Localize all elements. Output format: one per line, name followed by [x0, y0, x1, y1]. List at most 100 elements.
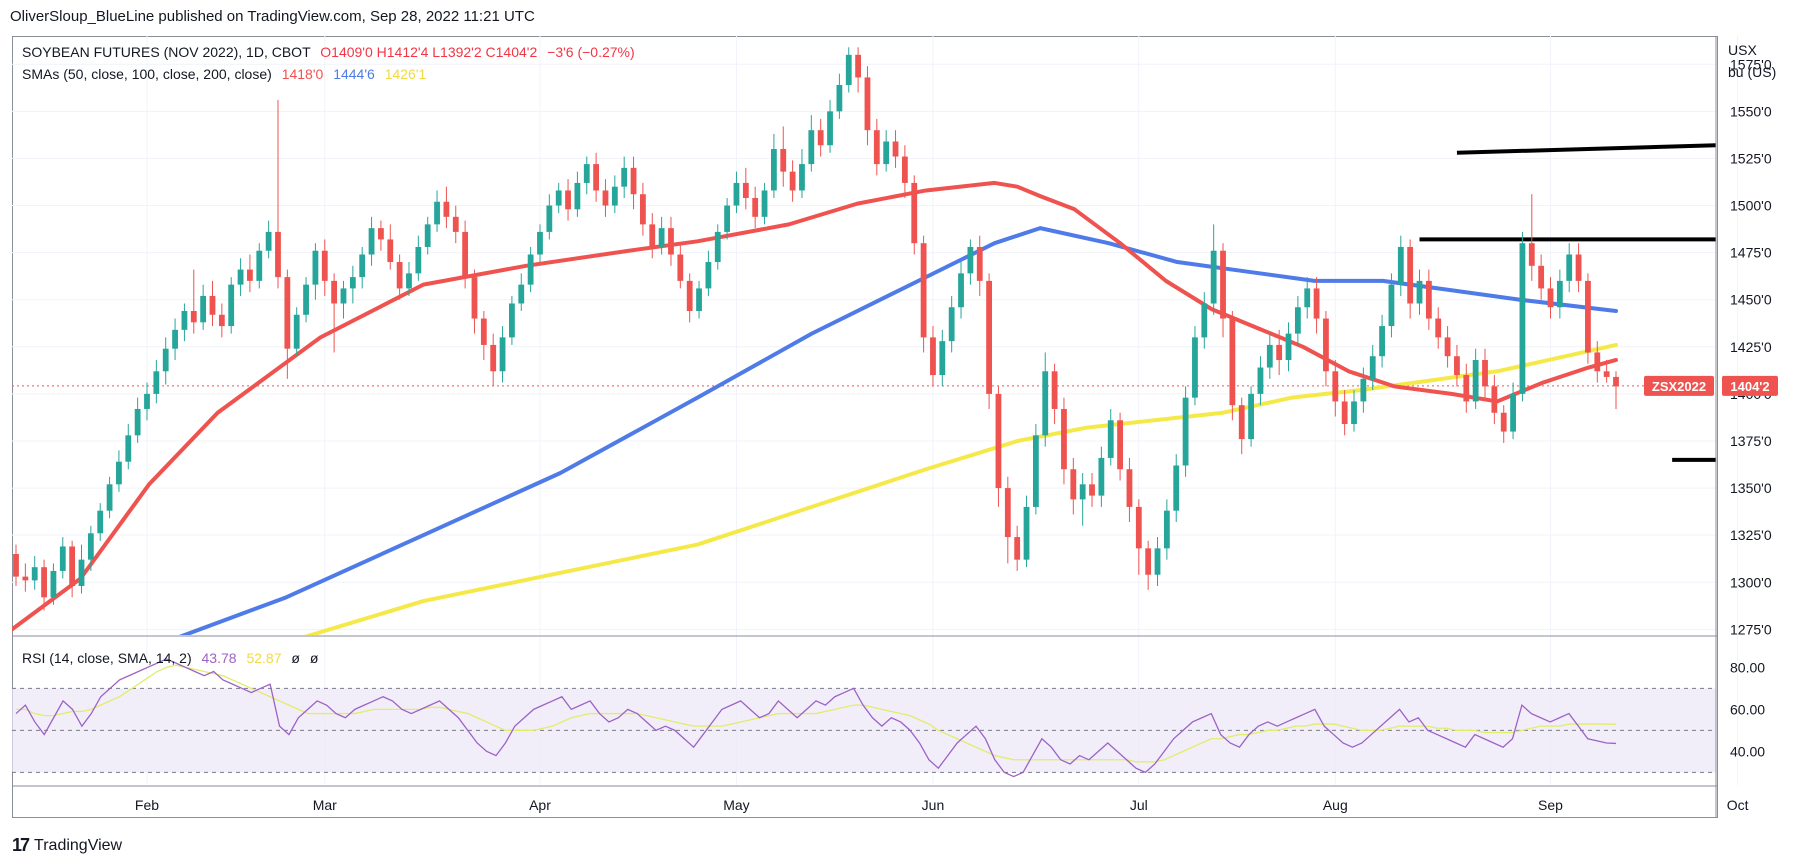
- candle-body: [153, 371, 160, 394]
- candle-body: [1369, 356, 1376, 379]
- candle-body: [527, 254, 534, 285]
- axes: 1575'0 1550'0 1525'0 1500'0 1475'0 1450'0 1425…: [12, 36, 1778, 818]
- candle-body: [1070, 469, 1077, 500]
- candle-body: [172, 329, 178, 349]
- candle-body: [958, 273, 964, 308]
- candle-body: [452, 216, 459, 232]
- candle-body: [200, 295, 207, 323]
- candle-body: [69, 546, 76, 587]
- candle-body: [883, 141, 890, 165]
- candle-body: [1173, 465, 1180, 511]
- candle-body: [181, 311, 188, 330]
- candle-body: [1388, 284, 1395, 327]
- candle-body: [1407, 246, 1414, 304]
- candle-body: [1061, 408, 1067, 470]
- month-tick-label: Sep: [1538, 797, 1563, 813]
- candle-body: [911, 182, 918, 244]
- candle-body: [930, 337, 936, 376]
- candle-body: [640, 194, 646, 225]
- candle-body: [948, 307, 955, 342]
- candle-body: [668, 228, 674, 255]
- candle-body: [1482, 359, 1488, 387]
- candle-body: [1360, 378, 1367, 402]
- candle-body: [97, 510, 104, 534]
- candle-body: [799, 164, 805, 191]
- candle-body: [1575, 254, 1582, 281]
- sma-lines: [12, 180, 1618, 635]
- candle-body: [1510, 393, 1516, 432]
- rsi-ma-line: [16, 664, 1617, 763]
- candle-body: [565, 190, 571, 210]
- month-tick-label: May: [723, 797, 749, 813]
- candle-body: [1491, 386, 1498, 413]
- publisher-line: OliverSloup_BlueLine published on Tradin…: [10, 8, 535, 25]
- chart-frame: [12, 36, 1718, 818]
- candle-body: [125, 435, 132, 462]
- candle-body: [1379, 326, 1385, 357]
- candle-body: [1594, 352, 1601, 372]
- candle-body: [1528, 243, 1535, 266]
- candle-body: [986, 280, 992, 394]
- candle-body: [293, 314, 300, 349]
- candle-body: [247, 269, 253, 281]
- candle-body: [1425, 280, 1432, 319]
- candle-body: [256, 250, 263, 281]
- legend-rsi-lower: ø: [309, 650, 319, 666]
- legend-rsi-upper: ø: [291, 650, 300, 666]
- legend-rsi: RSI (14, close, SMA, 14, 2) 43.78 52.87 …: [22, 650, 318, 666]
- candle-body: [1397, 246, 1404, 285]
- candle-body: [658, 228, 665, 247]
- candle-body: [1416, 280, 1423, 304]
- candle-body: [1341, 401, 1348, 425]
- candle-body: [686, 280, 693, 312]
- price-tick-label: 1525'0: [1730, 150, 1772, 166]
- candles: [13, 47, 1619, 611]
- candle-body: [630, 167, 637, 195]
- candle-body: [555, 190, 562, 206]
- price-tick-label: 1300'0: [1730, 574, 1772, 590]
- candle-body: [106, 484, 113, 511]
- legend-ohlc: O1409'0 H1412'4 L1392'2 C1404'2: [320, 44, 538, 60]
- candle-body: [761, 190, 768, 217]
- sma50-line: [12, 180, 1618, 632]
- candle-body: [509, 303, 515, 338]
- candle-body: [1079, 484, 1086, 500]
- month-tick-label: Oct: [1727, 797, 1749, 813]
- legend-sma50: 1418'0: [281, 66, 324, 82]
- candle-body: [864, 77, 871, 131]
- candle-body: [415, 246, 422, 274]
- candle-body: [1023, 506, 1030, 560]
- candle-body: [499, 337, 506, 372]
- candle-body: [1032, 435, 1039, 507]
- candle-body: [1304, 288, 1311, 308]
- candle-body: [518, 284, 525, 304]
- candle-body: [321, 250, 328, 281]
- candle-body: [284, 277, 291, 349]
- candle-body: [1547, 288, 1554, 308]
- candle-body: [602, 190, 609, 206]
- candle-body: [1117, 420, 1123, 470]
- price-tick-label: 1375'0: [1730, 433, 1772, 449]
- candle-body: [705, 262, 712, 289]
- candle-body: [265, 231, 272, 251]
- legend-sma100: 1444'6: [333, 66, 375, 82]
- candle-body: [134, 408, 141, 436]
- rsi-tick-label: 40.00: [1730, 743, 1765, 759]
- price-tick-label: 1475'0: [1730, 245, 1772, 261]
- candle-body: [789, 171, 796, 191]
- footer[interactable]: 17 TradingView: [12, 835, 122, 856]
- candle-body: [275, 231, 281, 278]
- candle-body: [677, 254, 684, 281]
- candle-body: [995, 393, 1002, 489]
- candle-body: [827, 111, 833, 146]
- candle-body: [78, 559, 85, 587]
- candle-body: [116, 461, 122, 485]
- price-tick-label: 1550'0: [1730, 103, 1772, 119]
- candle-body: [480, 318, 487, 345]
- candle-body: [349, 277, 356, 289]
- legend-title: SOYBEAN FUTURES (NOV 2022), 1D, CBOT: [22, 44, 311, 60]
- candle-body: [31, 567, 38, 581]
- candle-body: [593, 164, 600, 191]
- candle-body: [1313, 288, 1320, 319]
